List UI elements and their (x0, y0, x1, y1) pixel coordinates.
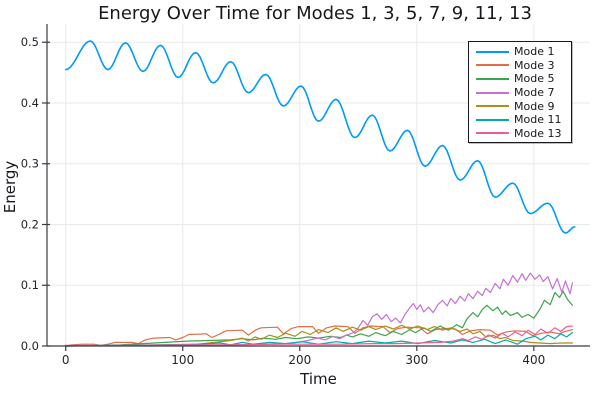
legend: Mode 1 Mode 3 Mode 5 Mode 7 Mode 9 Mode 11 Mod… (468, 41, 572, 144)
legend-swatch (476, 132, 509, 135)
y-tick-label: 0.5 (21, 35, 39, 49)
x-tick-label: 200 (288, 353, 311, 367)
x-axis-label: Time (300, 370, 337, 388)
series-line-mode-5 (65, 290, 574, 347)
y-tick-label: 0.3 (21, 157, 39, 171)
legend-entry-mode-5: Mode 5 (469, 72, 571, 86)
x-tick-label: 400 (522, 353, 545, 367)
x-tick-label: 300 (405, 353, 428, 367)
legend-entry-mode-7: Mode 7 (469, 86, 571, 100)
y-tick-label: 0.2 (21, 217, 39, 231)
legend-label: Mode 13 (514, 126, 562, 140)
legend-label: Mode 5 (514, 72, 555, 86)
legend-entry-mode-1: Mode 1 (469, 45, 571, 59)
y-axis-label: Energy (1, 160, 19, 214)
y-tick-label: 0.1 (21, 278, 39, 292)
legend-entry-mode-11: Mode 11 (469, 113, 571, 127)
legend-entry-mode-3: Mode 3 (469, 59, 571, 73)
legend-label: Mode 7 (514, 86, 555, 100)
y-tick-label: 0.0 (21, 339, 39, 353)
legend-swatch (476, 118, 509, 121)
legend-label: Mode 3 (514, 58, 555, 72)
legend-label: Mode 9 (514, 99, 555, 113)
x-tick-label: 0 (62, 353, 70, 367)
series-line-mode-7 (65, 272, 574, 346)
x-tick-label: 100 (171, 353, 194, 367)
legend-entry-mode-13: Mode 13 (469, 127, 571, 141)
chart-title: Energy Over Time for Modes 1, 3, 5, 7, 9… (98, 3, 532, 24)
legend-swatch (476, 105, 509, 108)
series-line-mode-9 (65, 324, 574, 347)
legend-label: Mode 1 (514, 45, 555, 59)
legend-swatch (476, 77, 509, 80)
legend-swatch (476, 50, 509, 53)
legend-label: Mode 11 (514, 113, 562, 127)
series-line-mode-11 (65, 332, 574, 347)
series-line-mode-13 (65, 325, 574, 347)
series-line-mode-1 (64, 40, 576, 234)
legend-swatch (476, 91, 509, 94)
y-tick-label: 0.4 (21, 96, 39, 110)
legend-entry-mode-9: Mode 9 (469, 99, 571, 113)
legend-swatch (476, 64, 509, 67)
